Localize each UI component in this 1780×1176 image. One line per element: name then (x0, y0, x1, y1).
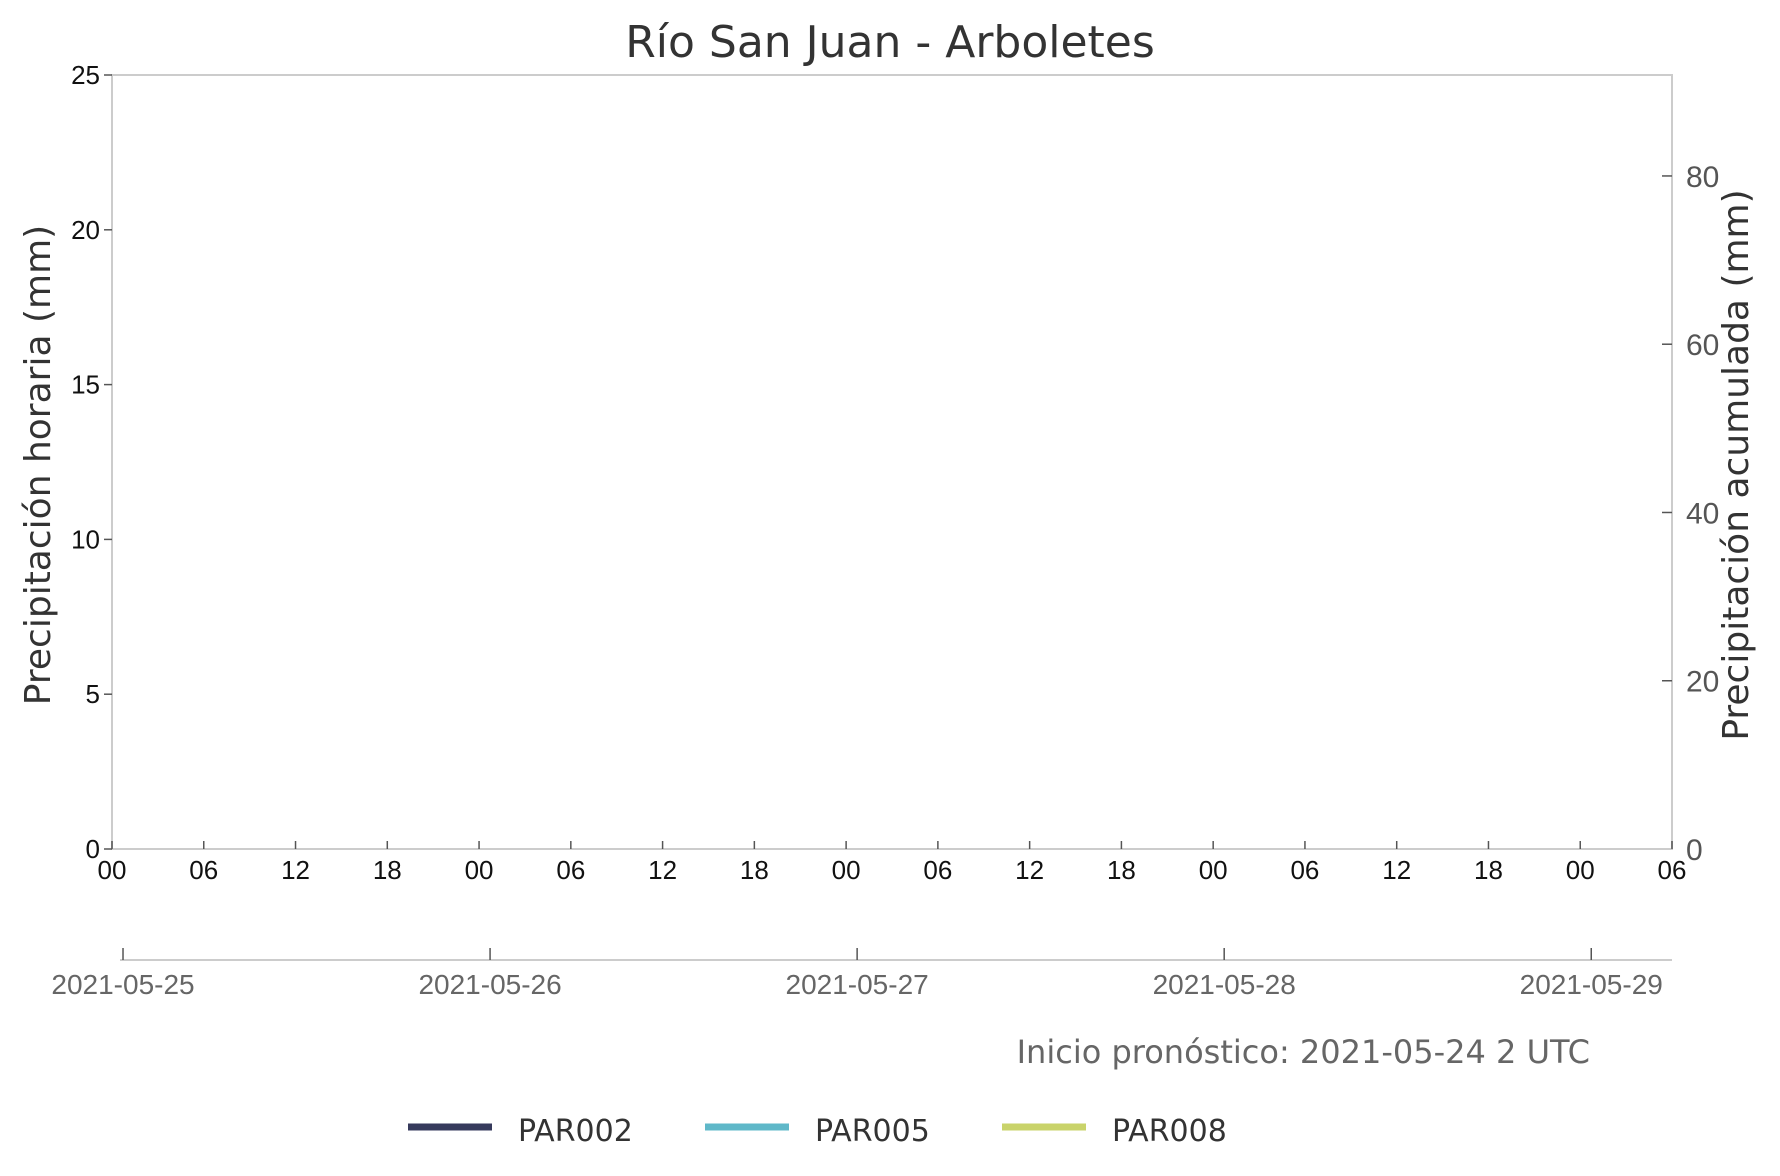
hour-tick-label: 12 (648, 855, 677, 885)
hour-tick-label: 12 (1382, 855, 1411, 885)
date-tick-label: 2021-05-28 (1153, 969, 1296, 1000)
right-y-axis: 0 20 40 60 80 (1662, 161, 1719, 867)
chart-title: Río San Juan - Arboletes (625, 17, 1155, 68)
legend-label-par002: PAR002 (518, 1114, 633, 1149)
plot-border (111, 74, 1673, 850)
legend-label-par008: PAR008 (1112, 1114, 1227, 1149)
hour-tick-label: 00 (465, 855, 494, 885)
hour-tick-label: 00 (98, 855, 127, 885)
legend: PAR002 PAR005 PAR008 (408, 1114, 1227, 1149)
hour-tick-label: 00 (1566, 855, 1595, 885)
forecast-start-note: Inicio pronóstico: 2021-05-24 2 UTC (1017, 1033, 1590, 1071)
hour-tick-label: 18 (1107, 855, 1136, 885)
date-tick-label: 2021-05-29 (1520, 969, 1663, 1000)
left-y-axis-label: Precipitación horaria (mm) (18, 225, 59, 705)
left-y-tick-label: 15 (71, 370, 100, 400)
date-tick-label: 2021-05-25 (51, 969, 194, 1000)
hour-tick-label: 18 (1474, 855, 1503, 885)
hour-tick-label: 00 (832, 855, 861, 885)
hour-tick-label: 12 (1015, 855, 1044, 885)
date-tick-label: 2021-05-26 (418, 969, 561, 1000)
hour-tick-label: 06 (923, 855, 952, 885)
hour-tick-label: 06 (189, 855, 218, 885)
hour-tick-label: 18 (373, 855, 402, 885)
left-y-tick-label: 0 (86, 834, 100, 864)
date-axis: 2021-05-25 2021-05-26 2021-05-27 2021-05-28… (51, 948, 1672, 1000)
date-tick-label: 2021-05-27 (786, 969, 929, 1000)
plot-frame (111, 74, 1673, 850)
legend-label-par005: PAR005 (815, 1114, 930, 1149)
hour-tick-label: 06 (1658, 855, 1687, 885)
left-y-tick-label: 20 (71, 215, 100, 245)
hour-tick-label: 06 (1290, 855, 1319, 885)
right-y-tick-label: 40 (1686, 497, 1719, 530)
left-y-tick-label: 5 (86, 679, 100, 709)
right-y-tick-label: 0 (1686, 834, 1703, 867)
left-y-tick-label: 10 (71, 524, 100, 554)
right-y-axis-label: Precipitación acumulada (mm) (1716, 189, 1757, 740)
hour-axis: 00 06 12 18 00 06 12 18 00 06 12 18 00 06 12 18 00 06 (98, 841, 1687, 885)
hour-tick-label: 06 (556, 855, 585, 885)
right-y-tick-label: 80 (1686, 161, 1719, 194)
right-y-tick-label: 60 (1686, 329, 1719, 362)
left-y-axis: 0 5 10 15 20 25 (71, 60, 112, 864)
hour-tick-label: 18 (740, 855, 769, 885)
right-y-tick-label: 20 (1686, 666, 1719, 699)
hour-tick-label: 00 (1199, 855, 1228, 885)
left-y-tick-label: 25 (71, 60, 100, 90)
hour-tick-label: 12 (281, 855, 310, 885)
